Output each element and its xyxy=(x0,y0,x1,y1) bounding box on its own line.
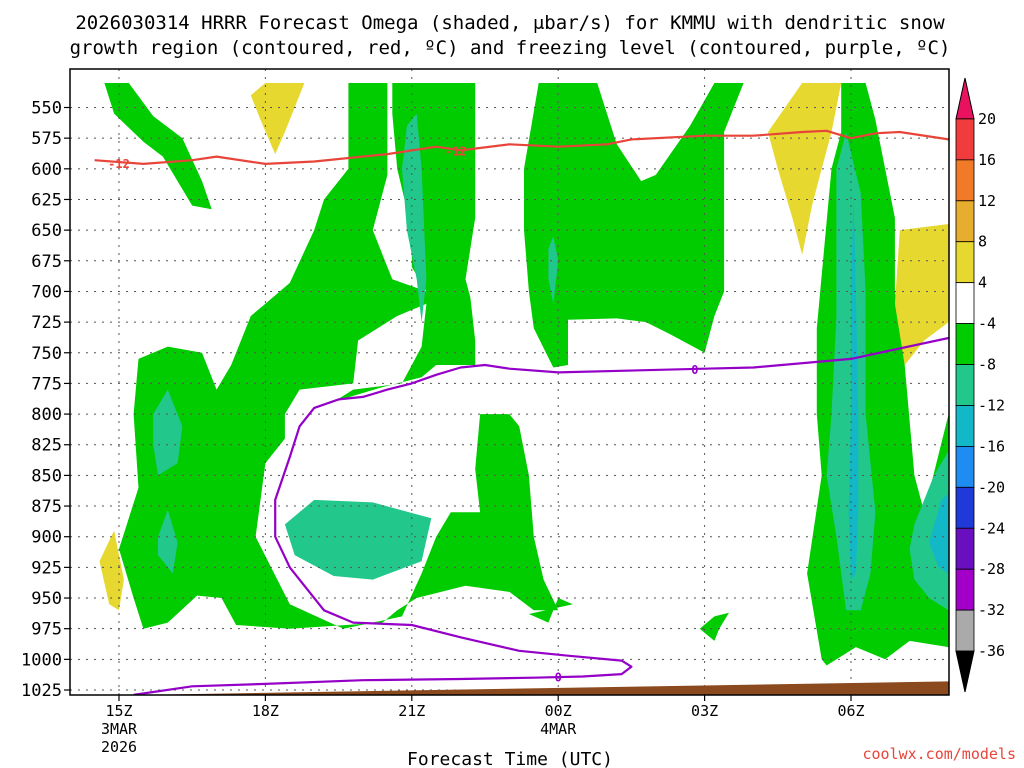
y-tick-label: 675 xyxy=(31,252,62,272)
omega-region-m4-4 xyxy=(699,612,729,641)
y-tick-label: 1025 xyxy=(21,681,62,701)
omega-region-4-1 xyxy=(99,530,124,611)
colorbar-label: -8 xyxy=(978,356,996,374)
y-tick-label: 725 xyxy=(31,313,62,333)
omega-region-m8-3 xyxy=(402,113,427,323)
colorbar-bin xyxy=(955,364,975,406)
colorbar-bin xyxy=(955,527,975,570)
omega-region-m12-1 xyxy=(929,493,949,574)
colorbar-bin xyxy=(955,241,975,284)
colorbar-label: -28 xyxy=(978,560,1005,578)
colorbar-bin xyxy=(955,405,975,447)
omega-region-m4-3 xyxy=(528,598,573,623)
colorbar-label: 20 xyxy=(978,110,996,128)
y-tick-label: 550 xyxy=(31,99,62,119)
x-axis-label: Forecast Time (UTC) xyxy=(407,749,613,768)
x-tick-label: 03Z xyxy=(691,702,718,720)
dendritic-contour-label: -12 xyxy=(108,157,130,171)
y-tick-label: 950 xyxy=(31,589,62,609)
dendritic-contour xyxy=(94,129,949,165)
colorbar-bin xyxy=(955,609,975,652)
x-tick-label: 18Z xyxy=(252,702,279,720)
x-tick-label: 15Z xyxy=(105,702,132,720)
freezing-level-contour-label: 0 xyxy=(691,363,698,377)
plot-area: -12 -12 0 0 xyxy=(70,69,949,695)
y-tick-label: 825 xyxy=(31,436,62,456)
plot-frame xyxy=(69,68,950,696)
y-axis: 550 575 600 625 650 675 700 725 750 775 800 825 850 8… xyxy=(21,99,70,701)
omega-region-m12-0 xyxy=(848,193,859,580)
x-tick-date: 4MAR xyxy=(540,720,577,738)
y-tick-label: 850 xyxy=(31,466,62,486)
colorbar-bin xyxy=(955,445,975,488)
colorbar-label: -24 xyxy=(978,519,1005,537)
colorbar-bin xyxy=(955,568,975,611)
omega-shading xyxy=(99,83,949,666)
y-tick-label: 700 xyxy=(31,282,62,302)
colorbar-bin xyxy=(955,118,975,161)
chart-title-line1: 2026030314 HRRR Forecast Omega (shaded, … xyxy=(75,12,945,34)
x-tick-label: 06Z xyxy=(837,702,864,720)
ground-terrain xyxy=(70,681,949,695)
y-tick-label: 750 xyxy=(31,344,62,364)
colorbar-bin xyxy=(955,486,975,529)
y-tick-label: 650 xyxy=(31,221,62,241)
x-tick-label: 21Z xyxy=(398,702,425,720)
freezing-level-contour xyxy=(133,336,949,695)
colorbar-label: -4 xyxy=(978,315,996,333)
omega-region-m8-2 xyxy=(284,499,432,580)
colorbar-bin xyxy=(955,159,975,202)
y-tick-label: 625 xyxy=(31,190,62,210)
x-tick-label: 00Z xyxy=(545,702,572,720)
x-tick-year: 2026 xyxy=(101,738,137,756)
omega-region-m8-4 xyxy=(548,236,559,304)
colorbar-label: -36 xyxy=(978,642,1005,660)
y-tick-label: 775 xyxy=(31,374,62,394)
omega-region-4-0 xyxy=(250,83,305,155)
colorbar-label: -32 xyxy=(978,601,1005,619)
omega-region-m4-1 xyxy=(119,83,559,629)
chart-title-line2: growth region (contoured, red, ºC) and f… xyxy=(70,37,951,59)
y-tick-label: 575 xyxy=(31,129,62,149)
colorbar-legend: 20 16 12 8 4 -4 -8 -12 -16 -20 -24 -28 -32 -36 xyxy=(955,77,1005,693)
colorbar-top-arrow xyxy=(955,77,975,120)
grid xyxy=(70,69,949,695)
y-tick-label: 800 xyxy=(31,405,62,425)
y-tick-label: 1000 xyxy=(21,650,62,670)
credit-link[interactable]: coolwx.com/models xyxy=(862,745,1016,763)
omega-region-m4-0 xyxy=(104,83,212,210)
colorbar-bin xyxy=(955,200,975,243)
contours: -12 -12 0 0 xyxy=(94,129,949,695)
colorbar-label: -16 xyxy=(978,437,1005,455)
colorbar-label: 12 xyxy=(978,192,996,210)
colorbar-bin xyxy=(955,282,975,324)
colorbar-label: 8 xyxy=(978,233,987,251)
omega-region-m8-0 xyxy=(153,389,183,476)
omega-region-m8-1 xyxy=(158,509,178,574)
colorbar-label: 4 xyxy=(978,274,987,292)
freezing-level-contour-label: 0 xyxy=(555,671,562,685)
colorbar-label: 16 xyxy=(978,151,996,169)
omega-region-4-2 xyxy=(768,83,842,255)
omega-region-m4-2 xyxy=(524,83,744,368)
colorbar-bottom-arrow xyxy=(955,650,975,693)
y-tick-label: 600 xyxy=(31,160,62,180)
dendritic-contour-label: -12 xyxy=(445,145,467,159)
colorbar-label: -12 xyxy=(978,396,1005,414)
x-tick-date: 3MAR xyxy=(101,720,138,738)
y-tick-label: 975 xyxy=(31,620,62,640)
y-tick-label: 875 xyxy=(31,497,62,517)
omega-region-m8-6 xyxy=(909,450,949,611)
y-tick-label: 900 xyxy=(31,528,62,548)
colorbar-bin xyxy=(955,323,975,365)
colorbar-label: -20 xyxy=(978,478,1005,496)
omega-region-4-3 xyxy=(894,224,949,365)
y-tick-label: 925 xyxy=(31,558,62,578)
